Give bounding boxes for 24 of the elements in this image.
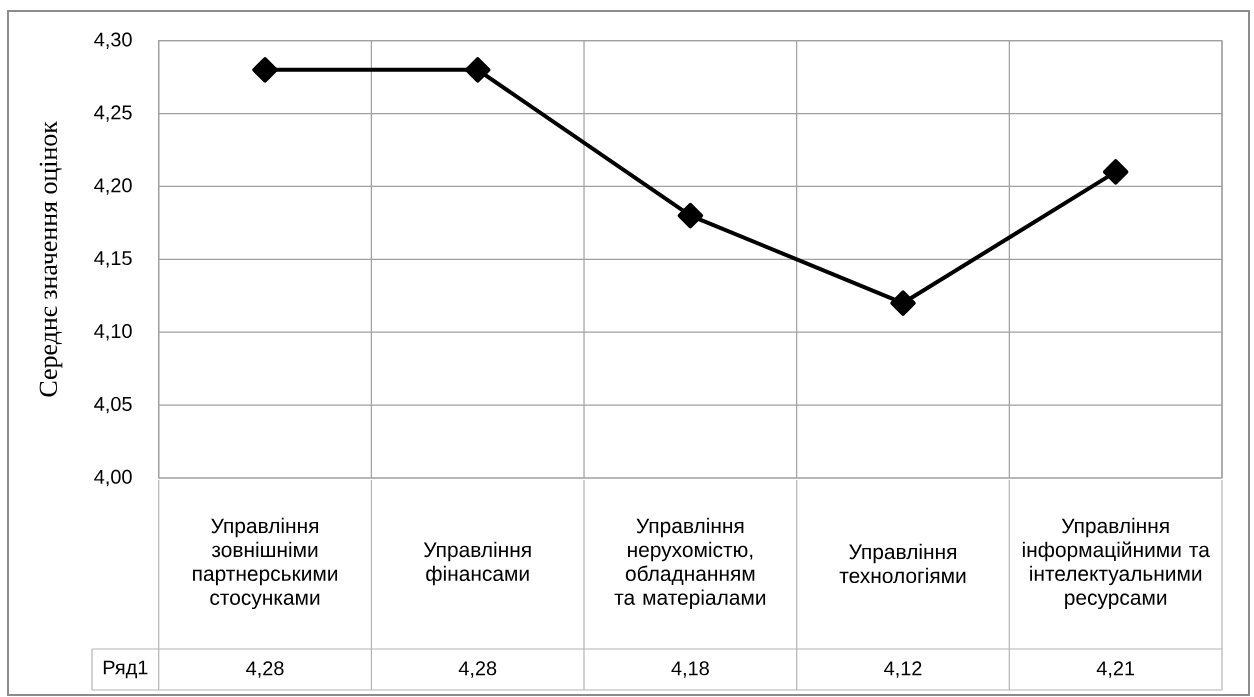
x-tick-label: Управління фінансами [423, 541, 531, 586]
y-tick-label: 4,10 [94, 324, 132, 341]
x-tick-label: Управління нерухомістю, обладнанням та матеріалами [614, 517, 766, 610]
y-tick-label: 4,25 [94, 105, 132, 122]
data-label: 4,18 [671, 661, 709, 678]
data-label: 4,21 [1096, 661, 1135, 678]
y-tick-label: 4,05 [94, 396, 132, 414]
text: Ряд1 [103, 660, 148, 679]
y-tick-label: 4,20 [94, 178, 132, 195]
y-tick-label: 4,00 [94, 469, 132, 487]
point [677, 202, 704, 229]
y-axis-title: Середнє значення оцінок [39, 121, 63, 397]
point [1102, 159, 1129, 185]
data-label: 4,12 [884, 661, 922, 678]
data-label: 4,28 [458, 661, 497, 678]
y-tick-label: 4,15 [94, 251, 132, 268]
x-tick-label: Управління зовнішніми партнерськими стосунками [193, 517, 338, 610]
data-label: 4,28 [246, 661, 284, 678]
x-tick-label: Управління технологіями [839, 543, 966, 584]
x-tick-label: Управління інформаційними та інтелектуальними ресурсами [1022, 517, 1210, 610]
point [890, 290, 916, 316]
point [464, 57, 491, 83]
point [252, 57, 278, 83]
y-tick-label: 4,30 [94, 32, 132, 49]
